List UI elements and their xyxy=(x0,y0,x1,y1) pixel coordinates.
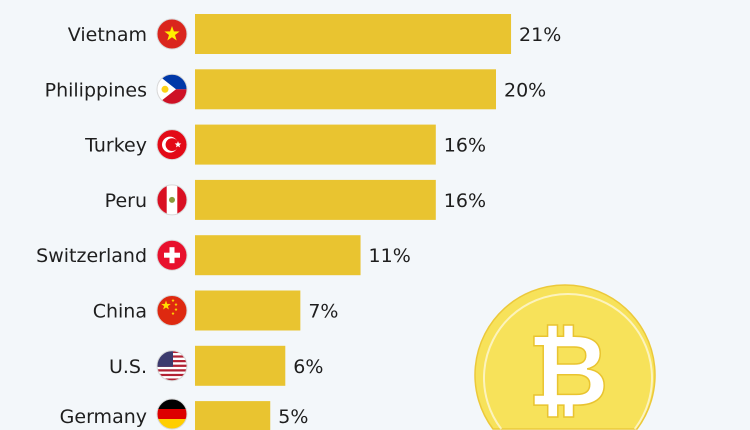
svg-text:₿: ₿ xyxy=(527,312,609,429)
bitcoin-coin-icon: ₿ xyxy=(474,284,656,430)
data-label: 20% xyxy=(504,79,546,101)
bar xyxy=(195,401,271,430)
bar xyxy=(195,14,512,54)
bar xyxy=(195,345,286,386)
category-label: Vietnam xyxy=(68,24,147,46)
turkey-flag-icon xyxy=(156,129,188,161)
data-label: 6% xyxy=(293,356,323,378)
category-label: Peru xyxy=(105,190,147,212)
data-label: 7% xyxy=(308,301,338,323)
category-label: China xyxy=(93,301,147,323)
data-label: 16% xyxy=(444,190,486,212)
us-flag-icon xyxy=(156,350,188,382)
category-label: Philippines xyxy=(45,79,147,101)
switzerland-flag-icon xyxy=(156,239,188,271)
data-label: 5% xyxy=(278,406,308,428)
bar xyxy=(195,235,361,276)
data-label: 16% xyxy=(444,135,486,157)
philippines-flag-icon xyxy=(156,73,188,105)
bar xyxy=(195,179,436,220)
peru-flag-icon xyxy=(156,184,188,216)
vietnam-flag-icon xyxy=(156,18,188,50)
data-label: 21% xyxy=(519,24,561,46)
data-label: 11% xyxy=(369,245,411,267)
category-label: Switzerland xyxy=(36,245,147,267)
bar xyxy=(195,290,301,331)
china-flag-icon xyxy=(156,295,188,326)
category-label: Germany xyxy=(60,406,147,428)
bar xyxy=(195,69,496,110)
category-label: U.S. xyxy=(109,356,147,378)
category-label: Turkey xyxy=(84,135,147,157)
germany-flag-icon xyxy=(156,398,188,430)
bar xyxy=(195,124,436,165)
